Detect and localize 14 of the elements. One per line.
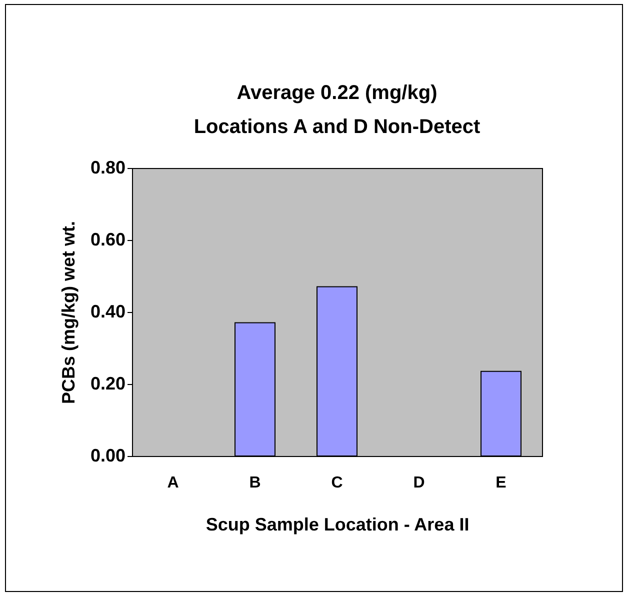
x-tick-label: D bbox=[413, 474, 425, 492]
y-tick-label: 0.40 bbox=[90, 302, 126, 322]
y-tick-label: 0.80 bbox=[90, 158, 126, 178]
y-axis-title: PCBs (mg/kg) wet wt. bbox=[58, 220, 78, 404]
chart-title: Average 0.22 (mg/kg) bbox=[236, 82, 438, 104]
y-tick-label: 0.60 bbox=[90, 230, 126, 250]
chart-subtitle: Locations A and D Non-Detect bbox=[194, 116, 480, 138]
x-tick-label: C bbox=[331, 474, 344, 492]
x-tick-label: A bbox=[167, 474, 180, 492]
x-tick-label: E bbox=[496, 474, 507, 492]
y-tick-label: 0.20 bbox=[90, 374, 126, 394]
y-tick-label: 0.00 bbox=[90, 446, 126, 466]
x-axis-title: Scup Sample Location - Area II bbox=[206, 514, 470, 534]
x-tick-label: B bbox=[249, 474, 261, 492]
